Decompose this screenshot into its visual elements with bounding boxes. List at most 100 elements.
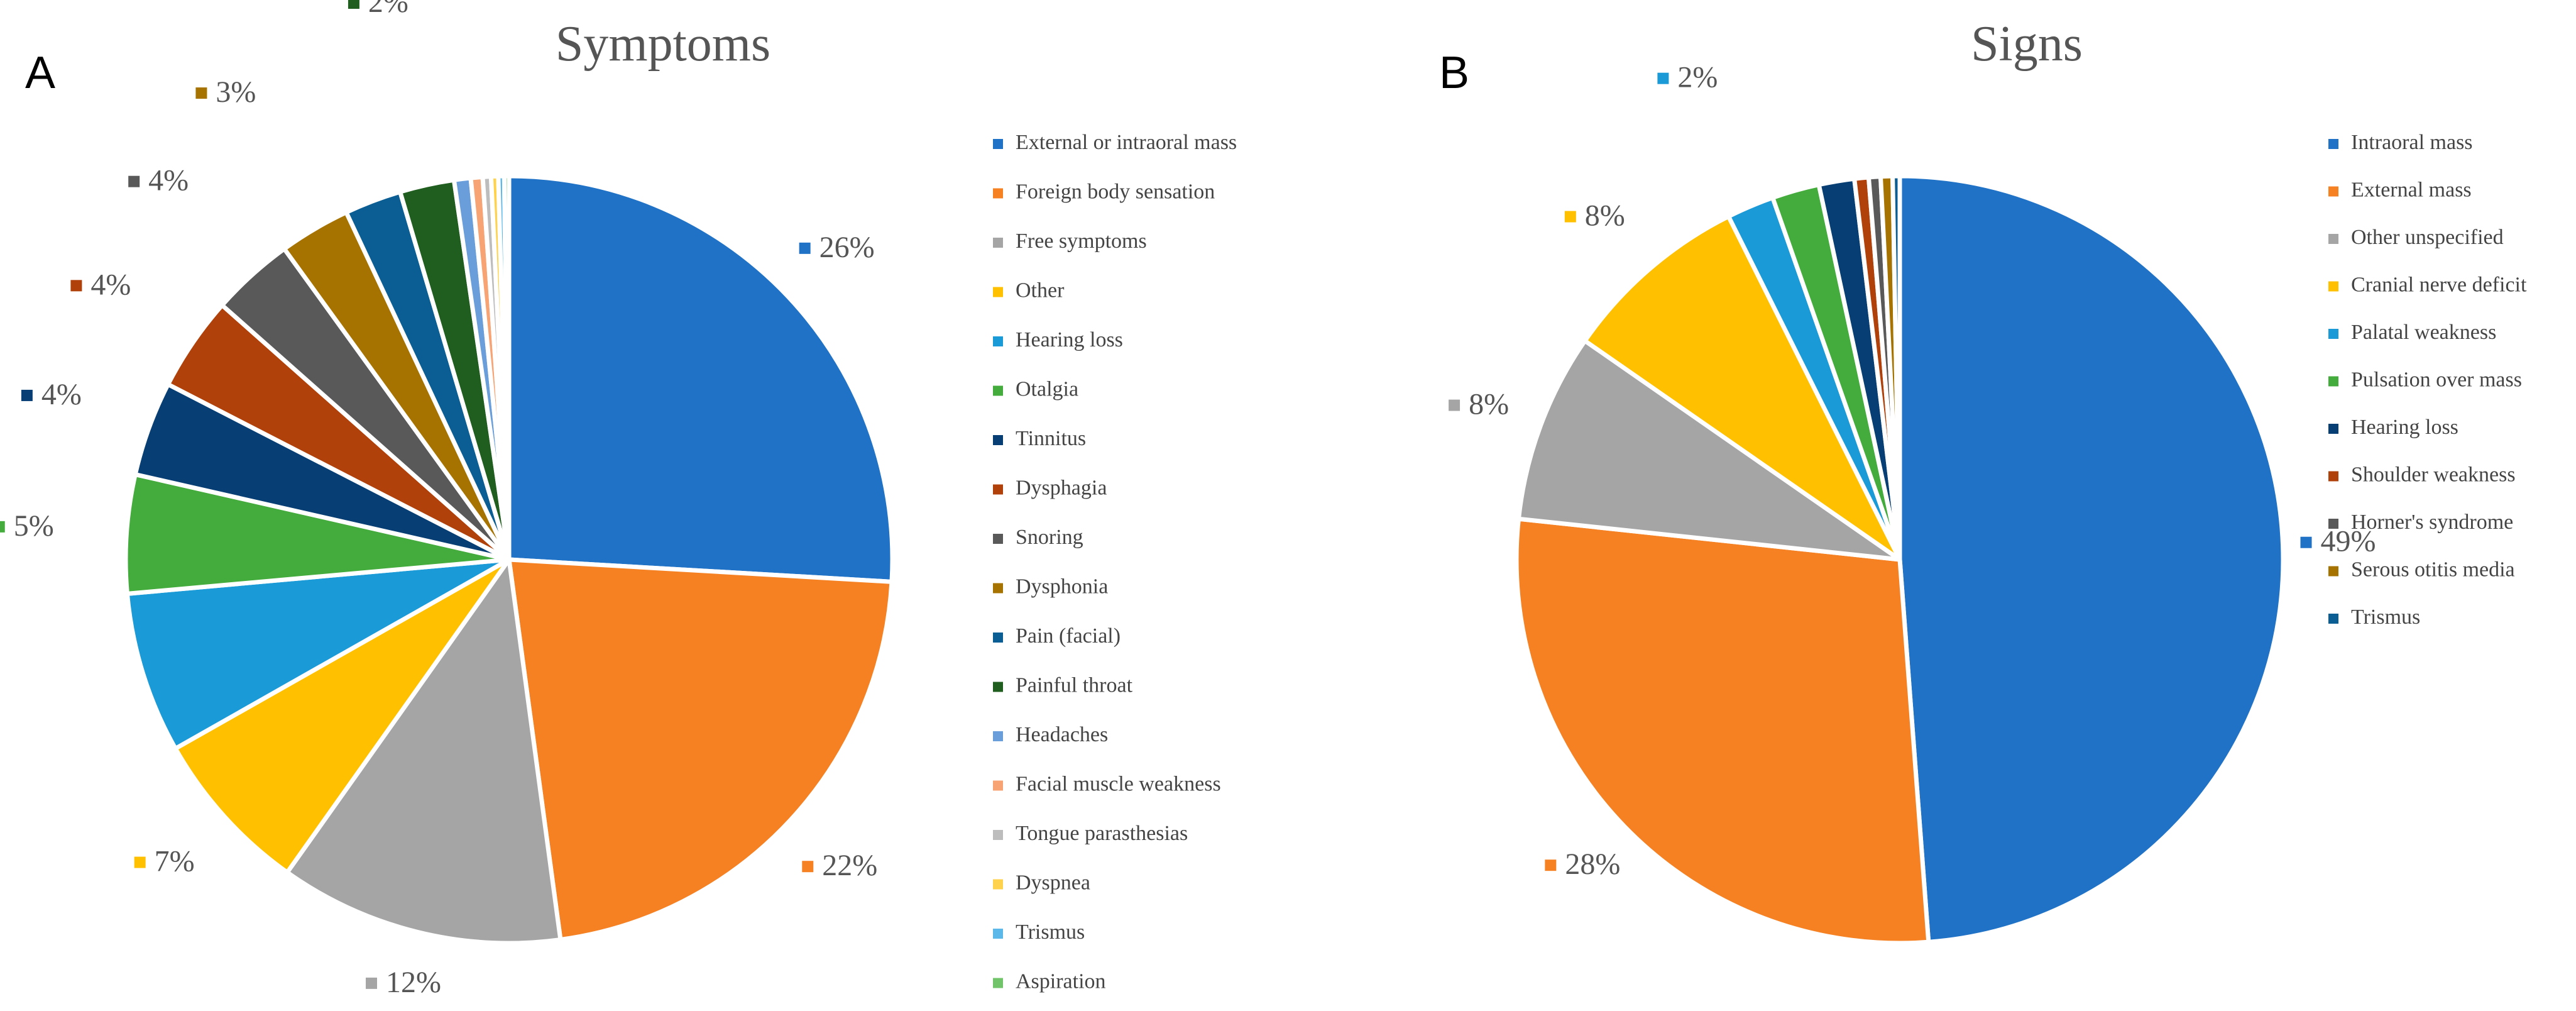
data-label-marker bbox=[1657, 72, 1669, 84]
legend-b: Intraoral mass External mass Other unspeci… bbox=[2328, 131, 2527, 629]
slice-other bbox=[173, 557, 512, 875]
data-label-text: 2% bbox=[368, 0, 408, 19]
data-label-dysphagia: 4% bbox=[70, 268, 131, 301]
legend-item-serous-otitis-media: Serous otitis media bbox=[2328, 558, 2515, 582]
slice-free-symptoms bbox=[285, 557, 563, 946]
data-label-text: 26% bbox=[819, 231, 875, 264]
pie-b bbox=[1514, 174, 2286, 946]
data-label-marker bbox=[1449, 399, 1461, 411]
data-label-marker bbox=[1545, 859, 1557, 871]
legend-label: Aspiration bbox=[1016, 970, 1106, 993]
legend-swatch bbox=[993, 336, 1003, 346]
legend-item-aspiration: Aspiration bbox=[993, 970, 1106, 993]
data-label-text: 28% bbox=[1565, 848, 1620, 881]
pie-b-data-labels: 49% 28% 8% 8% 2% bbox=[1449, 61, 2376, 881]
legend-label: Hearing loss bbox=[1016, 328, 1123, 351]
legend-item-intraoral-mass: Intraoral mass bbox=[2328, 131, 2473, 154]
legend-swatch bbox=[2328, 329, 2338, 339]
data-label-marker bbox=[1564, 211, 1576, 223]
legend-label: Palatal weakness bbox=[2351, 321, 2496, 344]
legend-label: Shoulder weakness bbox=[2351, 463, 2516, 487]
legend-swatch bbox=[2328, 614, 2338, 624]
legend-item-headaches: Headaches bbox=[993, 723, 1108, 746]
legend-item-dysphagia: Dysphagia bbox=[993, 477, 1107, 500]
data-label-marker bbox=[802, 861, 814, 873]
legend-item-pain-facial: Pain (facial) bbox=[993, 624, 1121, 648]
data-label-text: 49% bbox=[2321, 525, 2376, 558]
data-label-marker bbox=[2300, 536, 2312, 548]
legend-item-external-mass: External mass bbox=[2328, 179, 2472, 202]
legend-item-tongue-parasthesias: Tongue parasthesias bbox=[993, 822, 1188, 845]
legend-label: Horner's syndrome bbox=[2351, 511, 2513, 534]
pie-a-data-labels: 26% 22% 12% 7% 5% 4% 4% 4% 3% 2% bbox=[0, 0, 877, 999]
legend-swatch bbox=[993, 780, 1003, 791]
legend-label: Tongue parasthesias bbox=[1016, 822, 1188, 845]
legend-swatch bbox=[993, 484, 1003, 495]
slice-other-unspecified bbox=[1516, 338, 1902, 562]
legend-label: Facial muscle weakness bbox=[1016, 773, 1221, 796]
legend-label: Snoring bbox=[1016, 526, 1083, 549]
legend-swatch bbox=[2328, 139, 2338, 149]
panel-b-title: Signs bbox=[1971, 16, 2083, 72]
legend-swatch bbox=[993, 830, 1003, 840]
data-label-marker bbox=[21, 389, 33, 401]
panel-a-title: Symptoms bbox=[556, 16, 770, 72]
legend-item-horner-s-syndrome: Horner's syndrome bbox=[2328, 511, 2513, 534]
data-label-dysphonia: 3% bbox=[195, 75, 256, 109]
legend-item-dysphonia: Dysphonia bbox=[993, 575, 1108, 599]
data-label-marker bbox=[799, 242, 811, 254]
legend-swatch bbox=[993, 879, 1003, 890]
data-label-free-symptoms: 12% bbox=[366, 966, 441, 999]
legend-label: Intraoral mass bbox=[2351, 131, 2473, 154]
legend-label: Cranial nerve deficit bbox=[2351, 273, 2527, 297]
legend-swatch bbox=[993, 139, 1003, 149]
legend-label: Other unspecified bbox=[2351, 226, 2504, 249]
legend-swatch bbox=[2328, 424, 2338, 434]
legend-label: Serous otitis media bbox=[2351, 558, 2515, 582]
slice-intraoral-mass bbox=[1897, 174, 2286, 944]
data-label-marker bbox=[348, 0, 359, 9]
pie-a bbox=[123, 174, 895, 946]
legend-label: Painful throat bbox=[1016, 674, 1133, 697]
data-label-marker bbox=[128, 175, 140, 187]
legend-label: Trismus bbox=[2351, 605, 2420, 629]
legend-item-other-unspecified: Other unspecified bbox=[2328, 226, 2504, 249]
data-label-other-unspecified: 8% bbox=[1449, 388, 1509, 421]
data-label-painful-throat: 2% bbox=[348, 0, 408, 19]
data-label-text: 2% bbox=[1677, 61, 1718, 94]
data-label-marker bbox=[195, 87, 207, 99]
legend-item-facial-muscle-weakness: Facial muscle weakness bbox=[993, 773, 1221, 796]
data-label-intraoral-mass: 49% bbox=[2300, 525, 2376, 558]
data-label-marker bbox=[70, 280, 82, 292]
legend-swatch bbox=[2328, 186, 2338, 197]
legend-item-dyspnea: Dyspnea bbox=[993, 871, 1090, 895]
legend-label: Otalgia bbox=[1016, 378, 1078, 401]
data-label-other: 7% bbox=[134, 845, 195, 878]
data-label-text: 4% bbox=[148, 164, 189, 197]
data-label-text: 12% bbox=[386, 966, 441, 999]
slice-cranial-nerve-deficit bbox=[1582, 214, 1902, 562]
slice-trismus bbox=[1890, 174, 1902, 562]
data-label-tinnitus: 4% bbox=[21, 378, 82, 411]
legend-a: External or intraoral mass Foreign body s… bbox=[993, 131, 1237, 993]
legend-swatch bbox=[993, 682, 1003, 692]
legend-item-painful-throat: Painful throat bbox=[993, 674, 1133, 697]
data-label-marker bbox=[134, 856, 146, 868]
data-label-external-or-intraoral-mass: 26% bbox=[799, 231, 875, 264]
legend-label: External mass bbox=[2351, 179, 2472, 202]
legend-swatch bbox=[993, 287, 1003, 297]
legend-label: Trismus bbox=[1016, 920, 1085, 944]
data-label-cranial-nerve-deficit: 8% bbox=[1564, 199, 1625, 233]
legend-item-free-symptoms: Free symptoms bbox=[993, 229, 1147, 253]
data-label-text: 8% bbox=[1585, 199, 1625, 233]
legend-item-hearing-loss: Hearing loss bbox=[993, 328, 1123, 351]
legend-swatch bbox=[993, 583, 1003, 594]
data-label-text: 8% bbox=[1469, 388, 1509, 421]
legend-label: Hearing loss bbox=[2351, 416, 2458, 439]
panel-a: A Symptoms 26% 22% 12% 7% 5% 4% 4% 4% 3% 2% Exter… bbox=[0, 0, 1237, 999]
data-label-external-mass: 28% bbox=[1545, 848, 1620, 881]
slice-aspiration bbox=[501, 174, 512, 562]
legend-item-hearing-loss: Hearing loss bbox=[2328, 416, 2458, 439]
legend-label: Pulsation over mass bbox=[2351, 368, 2522, 392]
legend-label: Other bbox=[1016, 279, 1065, 302]
